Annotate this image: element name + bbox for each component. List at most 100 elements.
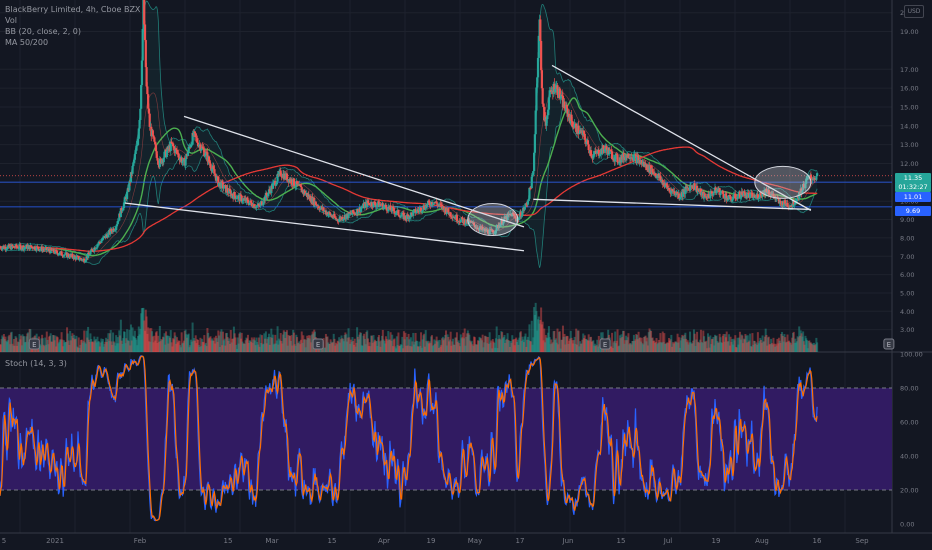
volume-bar <box>157 335 160 352</box>
earnings-marker-box[interactable] <box>312 338 324 350</box>
candle-body <box>182 158 186 160</box>
volume-bar <box>756 345 759 352</box>
volume-bar <box>292 329 295 352</box>
earnings-marker-box[interactable] <box>883 338 895 350</box>
volume-bar <box>524 333 527 352</box>
candle-body <box>696 189 699 193</box>
trendlines[interactable] <box>124 64 812 252</box>
candle-body <box>640 160 643 165</box>
stoch-tick-label: 0.00 <box>900 521 914 529</box>
volume-bar <box>769 343 772 352</box>
volume-bar <box>408 339 411 352</box>
candle-body <box>179 158 182 161</box>
volume-bar <box>454 337 457 352</box>
candle-body <box>450 216 453 218</box>
earnings-marker-box[interactable] <box>599 338 611 350</box>
volume-bar <box>587 334 590 352</box>
candle-body <box>204 151 207 156</box>
candle-body <box>520 215 523 218</box>
candle-body <box>154 141 157 145</box>
volume-bar <box>547 326 550 352</box>
volume-bar <box>75 335 78 352</box>
volume-bar <box>799 330 802 352</box>
volume-bar <box>680 337 683 352</box>
candle-body <box>570 114 573 122</box>
volume-indicator-label[interactable]: Vol <box>5 16 17 25</box>
volume-bar <box>422 335 425 352</box>
candle-body <box>608 149 611 154</box>
time-tick-label: 15 <box>617 537 626 545</box>
candle-body <box>114 230 117 231</box>
currency-button[interactable]: USD <box>904 5 924 18</box>
volume-bar <box>631 340 634 352</box>
volume-bar <box>722 333 725 352</box>
volume-bar <box>482 347 485 352</box>
candle-body <box>531 174 534 177</box>
volume-bar <box>466 330 469 352</box>
volume-bar <box>555 342 558 352</box>
volume-bar <box>241 341 244 352</box>
volume-bar <box>788 340 791 352</box>
candle-body <box>201 146 204 148</box>
candle-body <box>73 255 76 257</box>
volume-bar <box>201 341 204 352</box>
volume-bar <box>62 340 65 352</box>
candle-body <box>594 151 597 153</box>
candle-body <box>360 207 363 209</box>
volume-bar <box>629 343 632 352</box>
stochastic-lines <box>0 355 818 522</box>
volume-bar <box>345 334 348 352</box>
volume-bar <box>510 342 513 352</box>
stoch-indicator-label[interactable]: Stoch (14, 3, 3) <box>5 359 67 368</box>
volume-bar <box>275 343 278 352</box>
volume-bar <box>137 326 140 352</box>
candle-body <box>554 85 558 90</box>
volume-bar <box>370 335 373 352</box>
volume-bar <box>622 330 625 352</box>
volume-bar <box>153 335 156 352</box>
volume-bar <box>484 336 487 352</box>
chart-title[interactable]: BlackBerry Limited, 4h, Cboe BZX <box>5 5 141 14</box>
volume-bar <box>808 340 811 352</box>
volume-bar <box>658 342 661 352</box>
candle-body <box>399 215 402 218</box>
volume-bar <box>467 333 470 352</box>
volume-bar <box>767 336 770 352</box>
volume-bar <box>423 346 426 352</box>
bollinger-fill <box>0 0 818 268</box>
ma-indicator-label[interactable]: MA 50/200 <box>5 38 49 47</box>
candle-body <box>481 226 484 230</box>
volume-bar <box>498 335 501 352</box>
candle-body <box>29 245 32 250</box>
volume-bar <box>498 338 501 352</box>
volume-bar <box>623 343 626 352</box>
candle-body <box>196 142 200 147</box>
candle-body <box>240 195 243 202</box>
candle-body <box>724 193 728 196</box>
candle-body <box>616 154 619 163</box>
volume-bar <box>273 343 276 352</box>
volume-bar <box>106 339 109 352</box>
candle-body <box>139 108 142 121</box>
volume-bar <box>720 342 723 352</box>
volume-bar <box>363 333 366 352</box>
volume-bar <box>497 339 500 352</box>
volume-bar <box>87 339 90 352</box>
volume-bar <box>813 345 816 352</box>
earnings-marker-box[interactable] <box>28 338 40 350</box>
volume-bar <box>186 337 189 352</box>
volume-bar <box>530 320 533 352</box>
bollinger-indicator-label[interactable]: BB (20, close, 2, 0) <box>5 27 81 36</box>
volume-bar <box>539 319 542 352</box>
candle-body <box>300 187 303 193</box>
volume-bar <box>569 330 572 352</box>
volume-bar <box>372 335 375 352</box>
candle-body <box>122 208 125 210</box>
candle-body <box>759 192 763 196</box>
candle-body <box>90 249 93 252</box>
volume-bar <box>692 340 695 352</box>
volume-bar <box>781 335 784 352</box>
volume-bar <box>371 342 374 352</box>
